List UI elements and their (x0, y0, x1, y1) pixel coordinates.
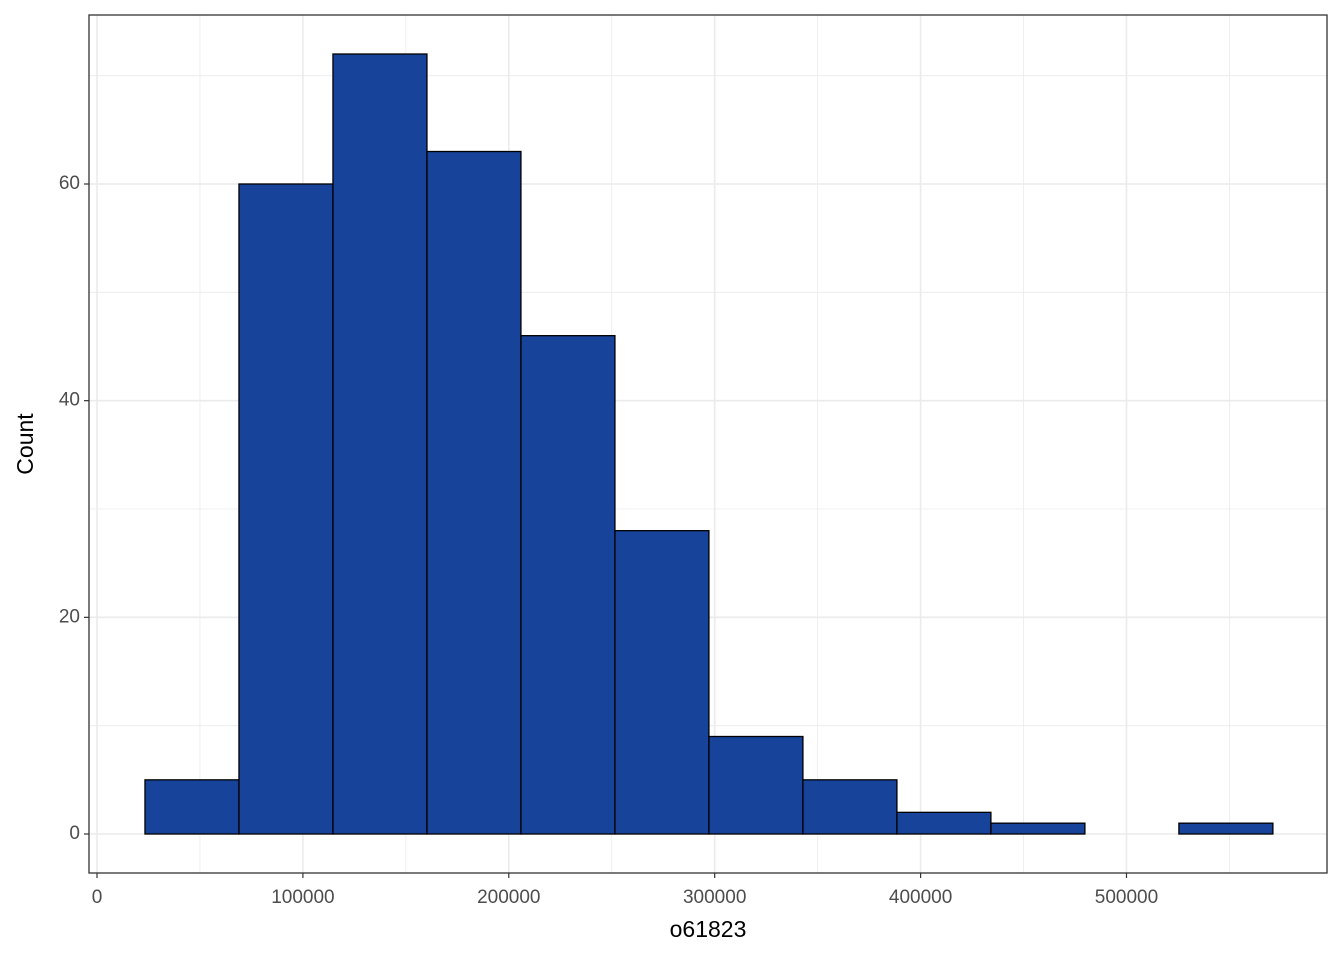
bar (144, 779, 240, 835)
x-tick-label: 500000 (1095, 887, 1158, 908)
bar (238, 183, 334, 835)
bar (332, 53, 428, 835)
bar (614, 530, 710, 835)
x-tick-label: 200000 (477, 887, 540, 908)
y-tick-label: 40 (59, 390, 80, 411)
bar (802, 779, 898, 835)
bar (990, 822, 1086, 835)
bar (1178, 822, 1274, 835)
bar (896, 811, 992, 835)
y-tick-label: 0 (69, 823, 80, 844)
bar (520, 335, 616, 835)
x-axis-title: o61823 (670, 916, 747, 942)
x-tick-label: 0 (92, 887, 103, 908)
x-tick-label: 400000 (889, 887, 952, 908)
panel-border (88, 14, 1328, 874)
bar (708, 735, 804, 835)
bar (426, 150, 522, 835)
x-tick-label: 100000 (271, 887, 334, 908)
y-axis-title: Count (12, 413, 38, 475)
y-tick-label: 20 (59, 606, 80, 627)
y-tick-label: 60 (59, 173, 80, 194)
x-tick-label: 300000 (683, 887, 746, 908)
